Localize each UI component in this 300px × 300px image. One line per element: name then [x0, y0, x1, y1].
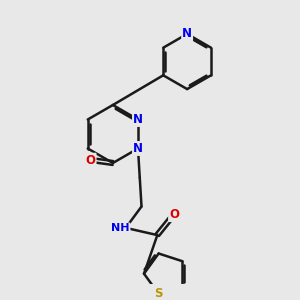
Text: N: N — [133, 142, 143, 155]
Text: O: O — [85, 154, 96, 167]
Text: O: O — [169, 208, 179, 221]
Text: S: S — [154, 287, 163, 300]
Text: N: N — [182, 27, 192, 40]
Text: N: N — [133, 113, 143, 126]
Text: NH: NH — [111, 224, 130, 233]
